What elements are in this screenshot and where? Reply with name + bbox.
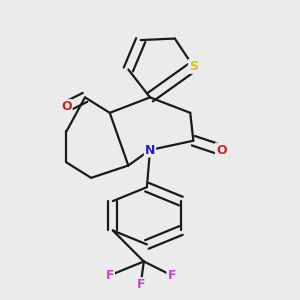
Text: S: S: [189, 60, 198, 73]
Text: N: N: [145, 143, 155, 157]
Text: O: O: [61, 100, 72, 113]
Text: O: O: [216, 143, 226, 157]
Text: F: F: [167, 269, 176, 282]
Text: F: F: [136, 278, 145, 291]
Text: F: F: [106, 269, 114, 282]
